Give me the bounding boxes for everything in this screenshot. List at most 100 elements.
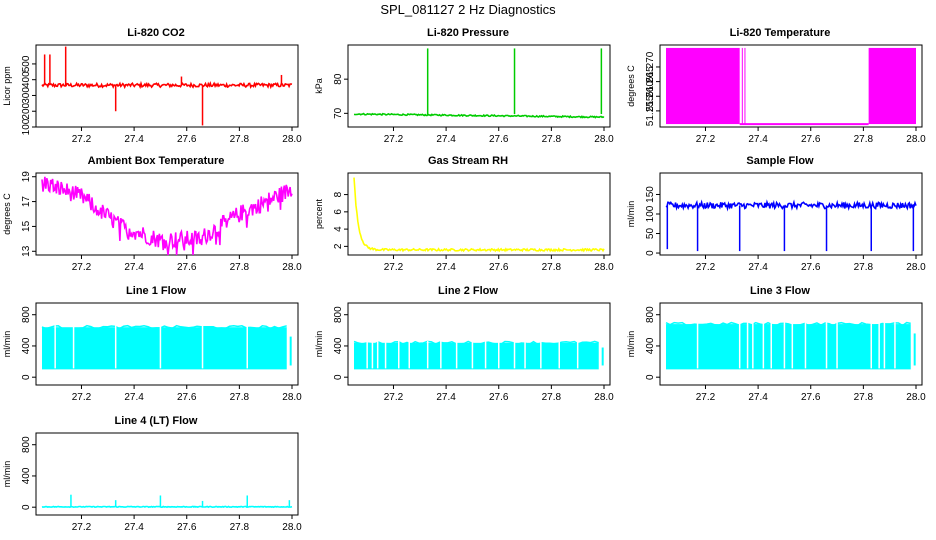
y-tick-label: 0 xyxy=(21,504,32,510)
y-tick-label: 400 xyxy=(21,71,32,88)
y-axis-label: kPa xyxy=(314,78,324,94)
x-tick-label: 27.6 xyxy=(489,392,509,403)
x-tick-label: 28.0 xyxy=(906,134,926,145)
x-tick-label: 27.2 xyxy=(384,134,404,145)
chart-title: Line 2 Flow xyxy=(438,285,498,297)
chart-title: Li-820 CO2 xyxy=(127,27,185,39)
y-tick-label: 800 xyxy=(645,306,656,323)
y-tick-label: 400 xyxy=(21,467,32,484)
chart-svg-sample-flow: 27.2 27.4 27.6 27.8 28.0 0 50 100 150 ml/min xyxy=(626,172,926,273)
plot-frame xyxy=(35,44,299,128)
x-tick-label: 27.6 xyxy=(177,392,197,403)
x-tick-label: 27.4 xyxy=(748,262,768,273)
x-tick-label: 28.0 xyxy=(594,262,614,273)
y-axis-label: ml/min xyxy=(2,331,12,358)
x-tick-label: 27.2 xyxy=(72,134,92,145)
chart-svg-gas-stream-rh: 27.2 27.4 27.6 27.8 28.0 2 4 6 8 percent xyxy=(314,172,614,273)
y-axis-label: degrees C xyxy=(626,65,636,107)
y-tick-label: 400 xyxy=(645,337,656,354)
chart-panel-gas-stream-rh: Gas Stream RH 27.2 27.4 27.6 27.8 28.0 2 4 6 8 per… xyxy=(312,128,624,273)
x-tick-label: 28.0 xyxy=(594,392,614,403)
y-tick-label: 100 xyxy=(21,118,32,135)
chart-title: Line 1 Flow xyxy=(126,285,186,297)
x-tick-label: 27.8 xyxy=(854,134,874,145)
data-line xyxy=(353,177,605,253)
x-tick-label: 27.4 xyxy=(124,522,144,533)
y-tick-label: 6 xyxy=(333,209,344,215)
chart-title: Gas Stream RH xyxy=(427,155,509,167)
y-axis-label: ml/min xyxy=(2,461,12,488)
x-tick-label: 27.2 xyxy=(384,262,404,273)
chart-panel-li-820-temperature: Li-820 Temperature 27.2 27.4 27.6 27.8 28.0 51… xyxy=(624,0,936,145)
x-tick-label: 28.0 xyxy=(282,392,302,403)
chart-svg-li-820-pressure: 27.2 27.4 27.6 27.8 28.0 70 80 kPa xyxy=(314,44,614,145)
chart-svg-line-4-lt-flow: 27.2 27.4 27.6 27.8 28.0 0 400 800 ml/min xyxy=(2,432,302,533)
x-tick-label: 27.2 xyxy=(72,392,92,403)
chart-title: Sample Flow xyxy=(746,155,814,167)
x-tick-label: 27.4 xyxy=(748,134,768,145)
x-tick-label: 27.6 xyxy=(177,262,197,273)
x-tick-label: 27.4 xyxy=(124,134,144,145)
plot-frame xyxy=(347,172,611,256)
x-tick-label: 27.8 xyxy=(230,134,250,145)
plot-frame xyxy=(35,302,299,386)
data-edge xyxy=(665,321,911,327)
data-band xyxy=(868,47,916,125)
y-tick-label: 0 xyxy=(645,250,656,256)
y-tick-label: 400 xyxy=(21,337,32,354)
x-tick-label: 28.0 xyxy=(906,392,926,403)
x-tick-label: 27.6 xyxy=(801,134,821,145)
y-tick-label: 70 xyxy=(333,107,344,119)
x-tick-label: 27.6 xyxy=(801,262,821,273)
chart-title: Li-820 Pressure xyxy=(427,27,509,39)
y-tick-label: 19 xyxy=(21,171,32,183)
y-tick-label: 4 xyxy=(333,226,344,232)
x-tick-label: 28.0 xyxy=(282,522,302,533)
data-band xyxy=(666,47,740,125)
x-tick-label: 28.0 xyxy=(282,134,302,145)
chart-svg-line-3-flow: 27.2 27.4 27.6 27.8 28.0 0 400 800 ml/min xyxy=(626,302,926,403)
chart-panel-line-2-flow: Line 2 Flow 27.2 27.4 27.6 27.8 28.0 0 400 800 ml… xyxy=(312,258,624,403)
y-tick-label: 100 xyxy=(645,205,656,222)
plot-frame xyxy=(347,44,611,128)
x-tick-label: 27.6 xyxy=(489,262,509,273)
x-tick-label: 27.4 xyxy=(436,262,456,273)
x-tick-label: 27.6 xyxy=(801,392,821,403)
y-tick-label: 500 xyxy=(21,55,32,72)
y-tick-label: 51.255 xyxy=(645,95,656,126)
x-tick-label: 28.0 xyxy=(282,262,302,273)
x-tick-label: 28.0 xyxy=(906,262,926,273)
plot-frame xyxy=(35,172,299,256)
y-axis-label: percent xyxy=(314,198,324,229)
plot-frame xyxy=(35,432,299,516)
x-tick-label: 28.0 xyxy=(594,134,614,145)
x-tick-label: 27.8 xyxy=(230,522,250,533)
y-axis-label: ml/min xyxy=(314,331,324,358)
x-tick-label: 27.4 xyxy=(436,392,456,403)
y-tick-label: 51.270 xyxy=(645,51,656,82)
x-tick-label: 27.6 xyxy=(489,134,509,145)
data-line xyxy=(665,199,917,212)
x-tick-label: 27.8 xyxy=(542,392,562,403)
x-tick-label: 27.4 xyxy=(124,392,144,403)
y-tick-label: 50 xyxy=(645,228,656,240)
y-tick-label: 51.265 xyxy=(645,66,656,97)
x-tick-label: 27.2 xyxy=(384,392,404,403)
chart-title: Ambient Box Temperature xyxy=(87,155,225,167)
x-tick-label: 27.4 xyxy=(436,134,456,145)
data-line xyxy=(41,80,293,90)
chart-panel-line-4-lt-flow: Line 4 (LT) Flow 27.2 27.4 27.6 27.8 28.0 0 400… xyxy=(0,388,312,533)
y-tick-label: 51.260 xyxy=(645,81,656,112)
page-title: SPL_081127 2 Hz Diagnostics xyxy=(380,2,556,17)
data-line xyxy=(41,505,293,509)
x-tick-label: 27.6 xyxy=(177,522,197,533)
y-tick-label: 0 xyxy=(21,374,32,380)
data-edge xyxy=(41,324,287,330)
y-tick-label: 800 xyxy=(21,436,32,453)
x-tick-label: 27.8 xyxy=(854,392,874,403)
chart-panel-ambient-box-temperature: Ambient Box Temperature 27.2 27.4 27.6 27.8 2… xyxy=(0,128,312,273)
chart-panel-li-820-co2: Li-820 CO2 27.2 27.4 27.6 27.8 28.0 100 200 300 4… xyxy=(0,0,312,145)
y-axis-label: degrees C xyxy=(2,193,12,235)
y-tick-label: 300 xyxy=(21,87,32,104)
x-tick-label: 27.8 xyxy=(854,262,874,273)
